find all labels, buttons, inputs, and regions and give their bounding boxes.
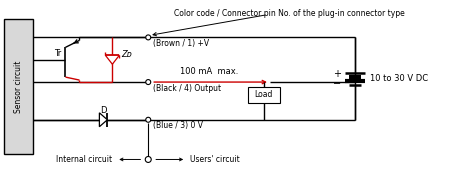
Text: Load: Load bbox=[255, 91, 273, 100]
FancyBboxPatch shape bbox=[4, 19, 32, 154]
FancyBboxPatch shape bbox=[248, 87, 280, 103]
Text: (Black / 4) Output: (Black / 4) Output bbox=[153, 84, 221, 93]
Text: 10 to 30 V DC: 10 to 30 V DC bbox=[369, 74, 428, 83]
Text: Users' circuit: Users' circuit bbox=[190, 155, 240, 164]
Text: D: D bbox=[100, 106, 107, 115]
Text: +: + bbox=[333, 69, 341, 79]
Text: Tr: Tr bbox=[54, 49, 62, 58]
Text: Color code / Connector pin No. of the plug-in connector type: Color code / Connector pin No. of the pl… bbox=[175, 9, 405, 18]
Text: (Brown / 1) +V: (Brown / 1) +V bbox=[153, 39, 209, 48]
Text: (Blue / 3) 0 V: (Blue / 3) 0 V bbox=[153, 121, 203, 130]
Circle shape bbox=[145, 156, 151, 162]
Polygon shape bbox=[99, 113, 108, 127]
Text: Zᴅ: Zᴅ bbox=[122, 50, 132, 59]
Text: Internal circuit: Internal circuit bbox=[56, 155, 112, 164]
Circle shape bbox=[146, 80, 151, 85]
Polygon shape bbox=[105, 55, 119, 64]
Text: −: − bbox=[333, 78, 341, 89]
Text: 100 mA  max.: 100 mA max. bbox=[180, 67, 238, 76]
Circle shape bbox=[146, 35, 151, 40]
Circle shape bbox=[146, 117, 151, 122]
Text: Sensor circuit: Sensor circuit bbox=[14, 60, 22, 113]
